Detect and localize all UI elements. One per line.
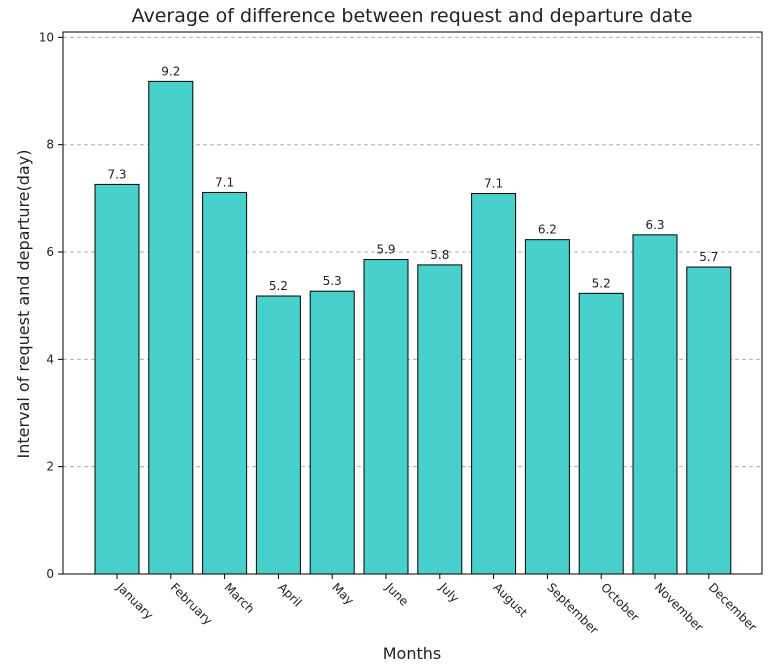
x-tick-label: July	[436, 580, 462, 606]
data-label: 5.2	[269, 279, 288, 293]
y-tick-label: 10	[39, 30, 54, 44]
x-tick-label: April	[275, 580, 304, 609]
x-tick-label: November	[652, 580, 706, 634]
x-axis-label: Months	[383, 644, 441, 663]
bar	[309, 290, 355, 575]
bar	[417, 264, 463, 575]
bars	[94, 80, 732, 575]
bar	[471, 193, 517, 575]
bar	[363, 259, 409, 575]
y-axis-label: Interval of request and departure(day)	[14, 150, 33, 459]
x-tick-label: May	[329, 580, 356, 607]
x-tick-label: December	[706, 580, 760, 634]
x-tick-label: February	[168, 580, 216, 628]
data-label: 7.1	[484, 177, 503, 191]
bar	[148, 80, 194, 575]
y-tick-label: 8	[46, 138, 54, 152]
data-label: 5.9	[376, 243, 395, 257]
data-label: 7.1	[215, 175, 234, 189]
x-tick-label: August	[490, 580, 530, 620]
bar	[578, 292, 624, 575]
x-tick-label: June	[382, 580, 411, 609]
y-tick-label: 2	[46, 460, 54, 474]
bar	[686, 266, 732, 575]
data-label: 7.3	[107, 167, 126, 181]
y-axis: 0 2 4 6 8 10	[39, 30, 63, 581]
x-tick-label: January	[113, 580, 156, 623]
y-tick-label: 4	[46, 352, 54, 366]
bar	[524, 239, 570, 575]
data-label: 6.2	[538, 223, 557, 237]
y-tick-label: 0	[46, 567, 54, 581]
x-tick-label: September	[544, 580, 601, 637]
data-labels: 7.3 9.2 7.1 5.2 5.3 5.9 5.8 7.1 6.2 5.2 6.3 5.7	[107, 64, 718, 293]
data-label: 9.2	[161, 64, 180, 78]
plot-area	[62, 31, 763, 575]
bar	[202, 191, 248, 575]
x-axis: January February March April May June July Augu…	[113, 574, 760, 637]
chart-title: Average of difference between request an…	[132, 5, 693, 27]
bar	[255, 295, 301, 575]
data-label: 6.3	[645, 218, 664, 232]
y-tick-label: 6	[46, 245, 54, 259]
data-label: 5.7	[699, 250, 718, 264]
bar	[632, 234, 678, 575]
data-label: 5.8	[430, 248, 449, 262]
x-tick-label: March	[221, 580, 257, 616]
bar	[94, 183, 140, 575]
data-label: 5.3	[323, 274, 342, 288]
data-label: 5.2	[592, 276, 611, 290]
x-tick-label: October	[598, 580, 642, 624]
